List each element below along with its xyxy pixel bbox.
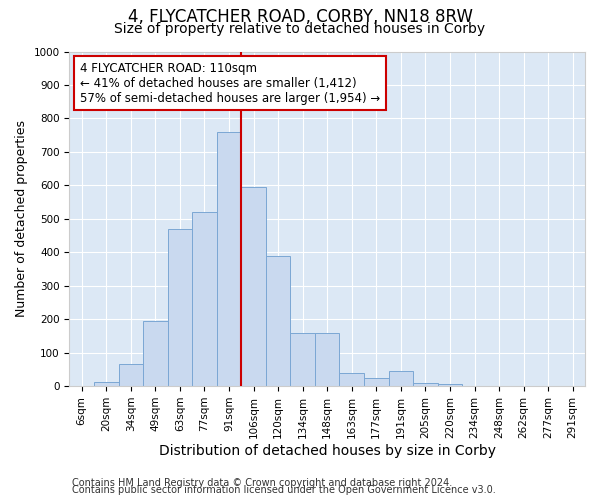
Bar	[364, 378, 389, 386]
Bar	[437, 384, 462, 386]
Bar	[192, 212, 217, 386]
Bar	[266, 256, 290, 386]
Bar	[217, 132, 241, 386]
Bar	[413, 384, 437, 386]
Text: Contains HM Land Registry data © Crown copyright and database right 2024.: Contains HM Land Registry data © Crown c…	[72, 478, 452, 488]
Bar	[290, 332, 315, 386]
Bar	[389, 371, 413, 386]
Bar	[143, 321, 167, 386]
Text: Size of property relative to detached houses in Corby: Size of property relative to detached ho…	[115, 22, 485, 36]
Bar	[167, 229, 192, 386]
Text: 4 FLYCATCHER ROAD: 110sqm
← 41% of detached houses are smaller (1,412)
57% of se: 4 FLYCATCHER ROAD: 110sqm ← 41% of detac…	[80, 62, 380, 104]
Bar	[119, 364, 143, 386]
Bar	[94, 382, 119, 386]
Bar	[241, 187, 266, 386]
Bar	[340, 372, 364, 386]
X-axis label: Distribution of detached houses by size in Corby: Distribution of detached houses by size …	[159, 444, 496, 458]
Y-axis label: Number of detached properties: Number of detached properties	[15, 120, 28, 318]
Bar	[315, 332, 340, 386]
Text: Contains public sector information licensed under the Open Government Licence v3: Contains public sector information licen…	[72, 485, 496, 495]
Text: 4, FLYCATCHER ROAD, CORBY, NN18 8RW: 4, FLYCATCHER ROAD, CORBY, NN18 8RW	[128, 8, 473, 26]
